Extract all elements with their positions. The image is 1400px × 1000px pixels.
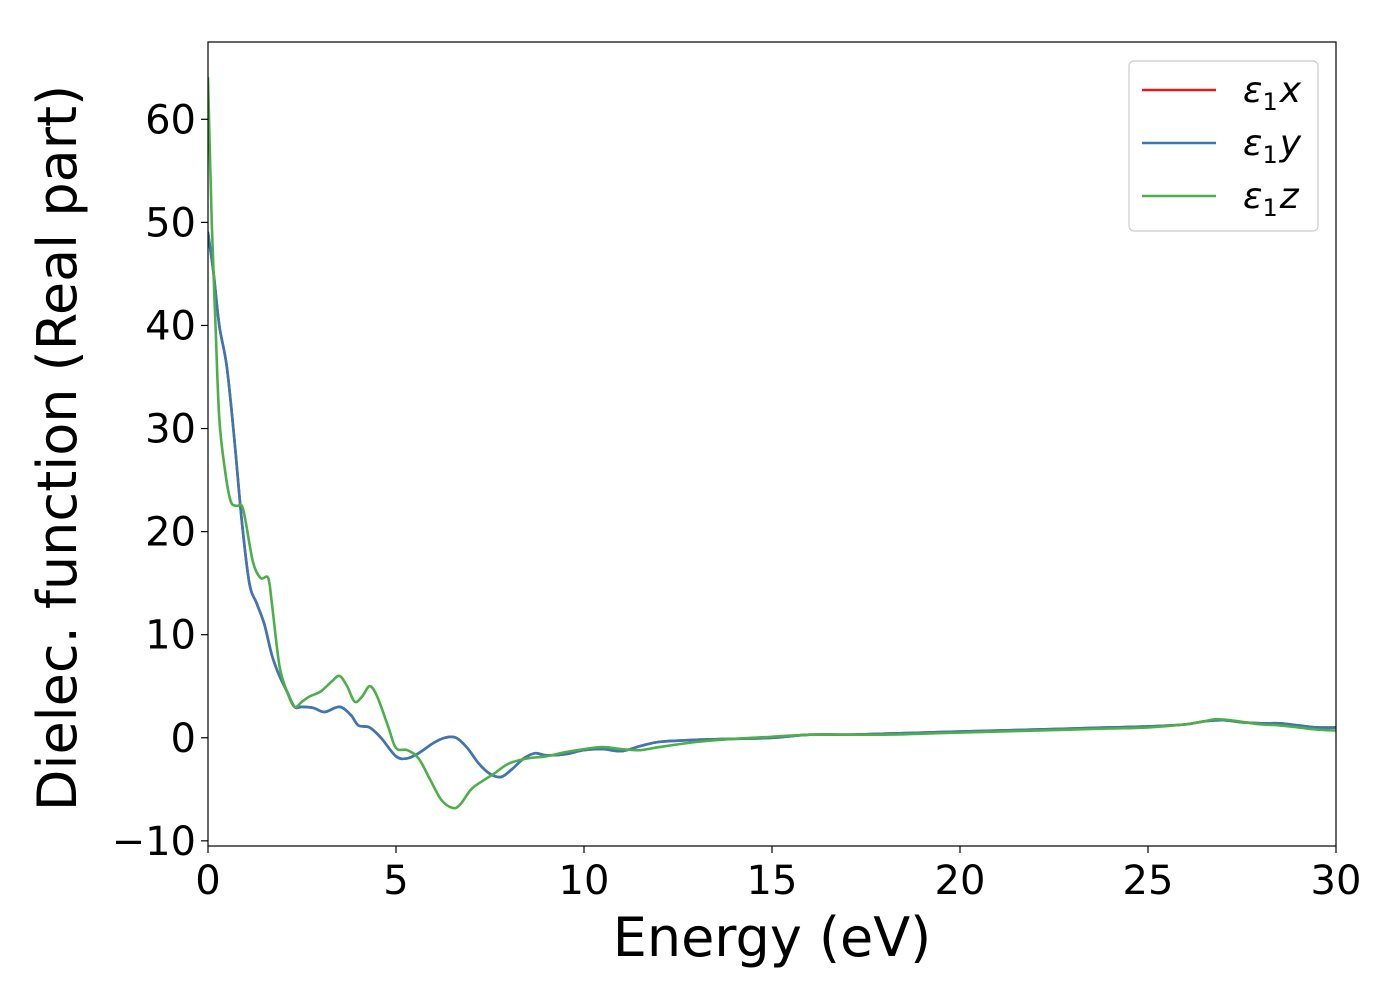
legend-label-z: ε1z (1243, 176, 1300, 222)
y-tick-label: 20 (145, 510, 196, 556)
x-tick-label: 10 (559, 858, 610, 904)
y-axis-label: Dielec. function (Real part) (26, 85, 89, 811)
y-axis-ticks: −10 0 10 20 30 40 50 60 (112, 97, 208, 865)
y-tick-label: 60 (145, 97, 196, 143)
series-line-z (208, 76, 1336, 810)
y-tick-label: 30 (145, 407, 196, 453)
y-tick-label: 10 (145, 613, 196, 659)
x-tick-label: 5 (383, 858, 408, 904)
y-tick-label: −10 (112, 819, 196, 865)
x-tick-label: 20 (935, 858, 986, 904)
x-axis-ticks: 0 5 10 15 20 25 30 (195, 846, 1361, 904)
y-tick-label: 50 (145, 200, 196, 246)
legend: ε1x ε1y ε1z (1128, 60, 1319, 232)
x-tick-label: 15 (747, 858, 798, 904)
legend-label-y: ε1y (1243, 123, 1302, 169)
y-tick-label: 0 (171, 716, 196, 762)
legend-box (1128, 60, 1319, 232)
legend-label-x: ε1x (1243, 70, 1302, 116)
y-tick-label: 40 (145, 303, 196, 349)
x-tick-label: 25 (1123, 858, 1174, 904)
x-tick-label: 0 (195, 858, 220, 904)
plot-series-group (208, 76, 1336, 810)
x-tick-label: 30 (1311, 858, 1362, 904)
x-axis-label: Energy (eV) (613, 906, 932, 969)
